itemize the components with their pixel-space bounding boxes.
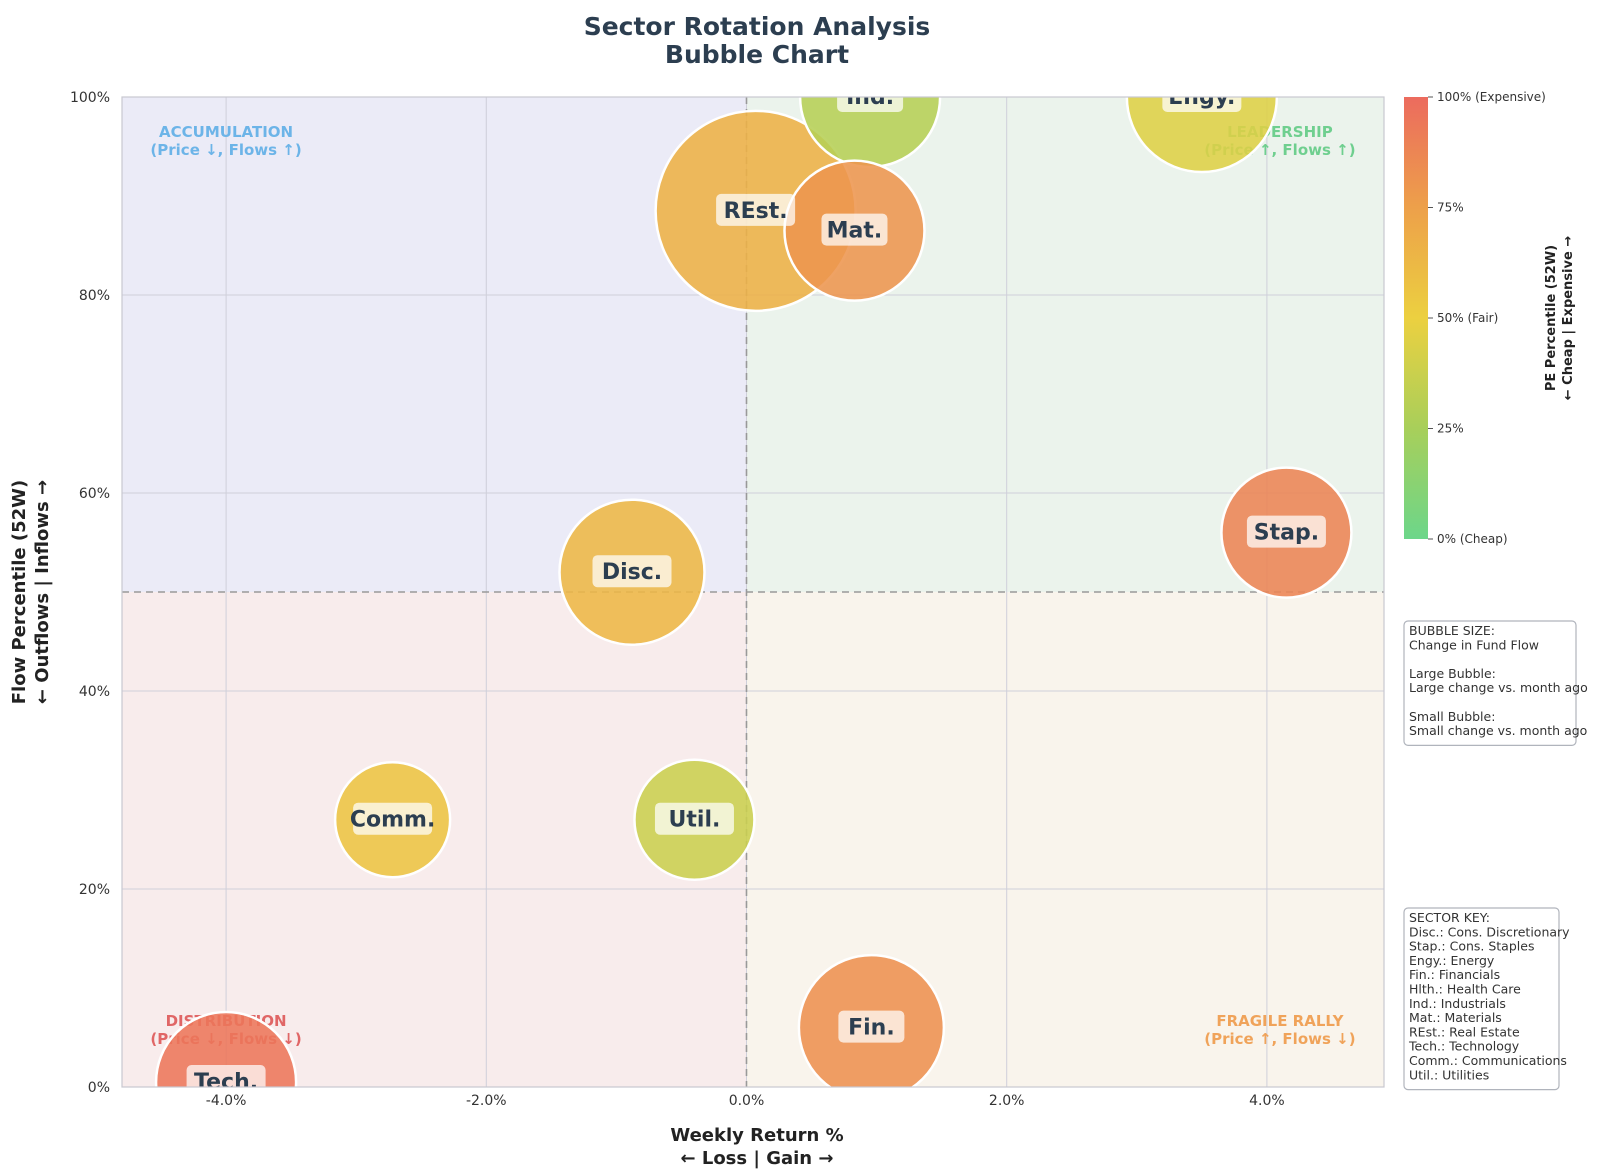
sector-key-note-line: Ind.: Industrials — [1409, 996, 1506, 1011]
quadrant-desc-bottom-right: (Price ↑, Flows ↓) — [1204, 1030, 1355, 1048]
bubble-label-bg-engy — [1162, 97, 1242, 112]
bubble-engy — [1125, 97, 1279, 174]
x-tick-label: 2.0% — [989, 1093, 1025, 1109]
bubble-label-tech: Tech. — [194, 1070, 258, 1095]
sector-key-note-line: Engy.: Energy — [1409, 953, 1495, 968]
bubble-label-util: Util. — [669, 808, 721, 833]
sector-key-note-line: Hlth.: Health Care — [1409, 982, 1521, 997]
sector-key-note-line: Util.: Utilities — [1409, 1067, 1489, 1082]
bubble-size-note-line: Change in Fund Flow — [1409, 637, 1539, 652]
bubble-size-note-box — [1403, 620, 1577, 747]
colorbar-tick-label: 25% — [1437, 422, 1464, 436]
bubble-label-bg-tech — [186, 1065, 266, 1087]
x-axis-subtitle: ← Loss | Gain → — [681, 1148, 834, 1169]
bubble-label-comm: Comm. — [350, 808, 435, 833]
sector-key-note-line: Tech.: Technology — [1408, 1039, 1520, 1054]
colorbar-tick-label: 0% (Cheap) — [1437, 532, 1508, 546]
reference-lines — [122, 97, 1384, 1087]
bubble-label-fin: Fin. — [848, 1016, 895, 1041]
x-tick-label: 0.0% — [729, 1093, 765, 1109]
y-tick-label: 60% — [79, 486, 110, 502]
sector-key-note-line: REst.: Real Estate — [1409, 1024, 1520, 1039]
sector-key-note-line: Fin.: Financials — [1409, 967, 1500, 982]
axes: -4.0% -2.0% 0.0% 2.0% 4.0% 0% 20% 40% 60% 80% 100% — [70, 90, 1385, 1109]
bubble-size-note-line: Small change vs. month ago — [1409, 723, 1587, 738]
quadrant-label-top-left: ACCUMULATION — [159, 123, 293, 141]
sector-key-note-line: Stap.: Cons. Staples — [1409, 939, 1534, 954]
bubble-label-rest: REst. — [724, 199, 788, 224]
quadrant-label-bottom-right: FRAGILE RALLY — [1216, 1012, 1344, 1030]
colorbar-tick-label: 50% (Fair) — [1437, 311, 1498, 325]
x-tick-label: 4.0% — [1249, 1093, 1285, 1109]
annotation-boxes: BUBBLE SIZE:Change in Fund Flow Large Bub… — [1403, 620, 1588, 1091]
bubble-label-bg-fin — [838, 1010, 905, 1043]
bubble-size-note-line: Large Bubble: — [1409, 666, 1496, 681]
sector-key-note-line: SECTOR KEY: — [1409, 910, 1490, 925]
bubble-size-note-line: Large change vs. month ago — [1409, 680, 1588, 695]
colorbar-tick-label: 100% (Expensive) — [1437, 90, 1546, 104]
bubble-size-note-line: Small Bubble: — [1409, 709, 1495, 724]
x-tick-label: -2.0% — [466, 1093, 507, 1109]
bubble-label-bg-ind — [837, 97, 904, 112]
bubble-label-bg-stap — [1246, 515, 1326, 548]
sector-key-note-line: Mat.: Materials — [1409, 1010, 1502, 1025]
y-axis-subtitle: ← Outflows | Inflows → — [32, 480, 53, 704]
chart-subtitle: Bubble Chart — [665, 40, 849, 69]
bubble-label-stap: Stap. — [1254, 521, 1319, 546]
y-tick-label: 100% — [70, 90, 110, 106]
quadrant-desc-top-left: (Price ↓, Flows ↑) — [150, 141, 301, 159]
bubble-label-bg-mat — [821, 213, 888, 246]
bubble-size-note-line: BUBBLE SIZE: — [1409, 623, 1495, 638]
bubble-label-mat: Mat. — [827, 219, 883, 244]
colorbar-gradient — [1404, 97, 1428, 539]
y-tick-label: 40% — [79, 684, 110, 700]
bubbles: Ind. Engy. REst. Mat. Disc. Stap. Comm. Util. Fi… — [154, 85, 1353, 1095]
colorbar: 100% (Expensive) 75% 50% (Fair) 25% 0% (Chea… — [1404, 90, 1576, 546]
bubble-label-engy: Engy. — [1168, 85, 1235, 110]
plot-frame — [121, 96, 1385, 1088]
y-tick-label: 20% — [79, 882, 110, 898]
y-axis-title: Flow Percentile (52W) — [9, 480, 30, 704]
bubble-label-bg-rest — [716, 193, 796, 226]
sector-key-note-box — [1403, 907, 1560, 1091]
sector-key-note-line: Comm.: Communications — [1409, 1053, 1567, 1068]
y-tick-label: 80% — [79, 288, 110, 304]
bubble-label-bg-util — [654, 802, 734, 835]
bubble-label-disc: Disc. — [602, 560, 662, 585]
colorbar-subtitle: ← Cheap | Expensive → — [1561, 236, 1576, 401]
bubble-label-bg-comm — [353, 802, 433, 835]
colorbar-title: PE Percentile (52W) — [1544, 245, 1559, 391]
bubble-label-bg-disc — [592, 555, 672, 588]
x-tick-label: -4.0% — [206, 1093, 247, 1109]
sector-key-note-line: Disc.: Cons. Discretionary — [1409, 924, 1570, 939]
y-tick-label: 0% — [88, 1080, 110, 1096]
colorbar-tick-label: 75% — [1437, 201, 1464, 215]
bubble-label-ind: Ind. — [846, 85, 894, 110]
chart-title: Sector Rotation Analysis — [584, 12, 931, 41]
x-axis-title: Weekly Return % — [670, 1125, 843, 1146]
